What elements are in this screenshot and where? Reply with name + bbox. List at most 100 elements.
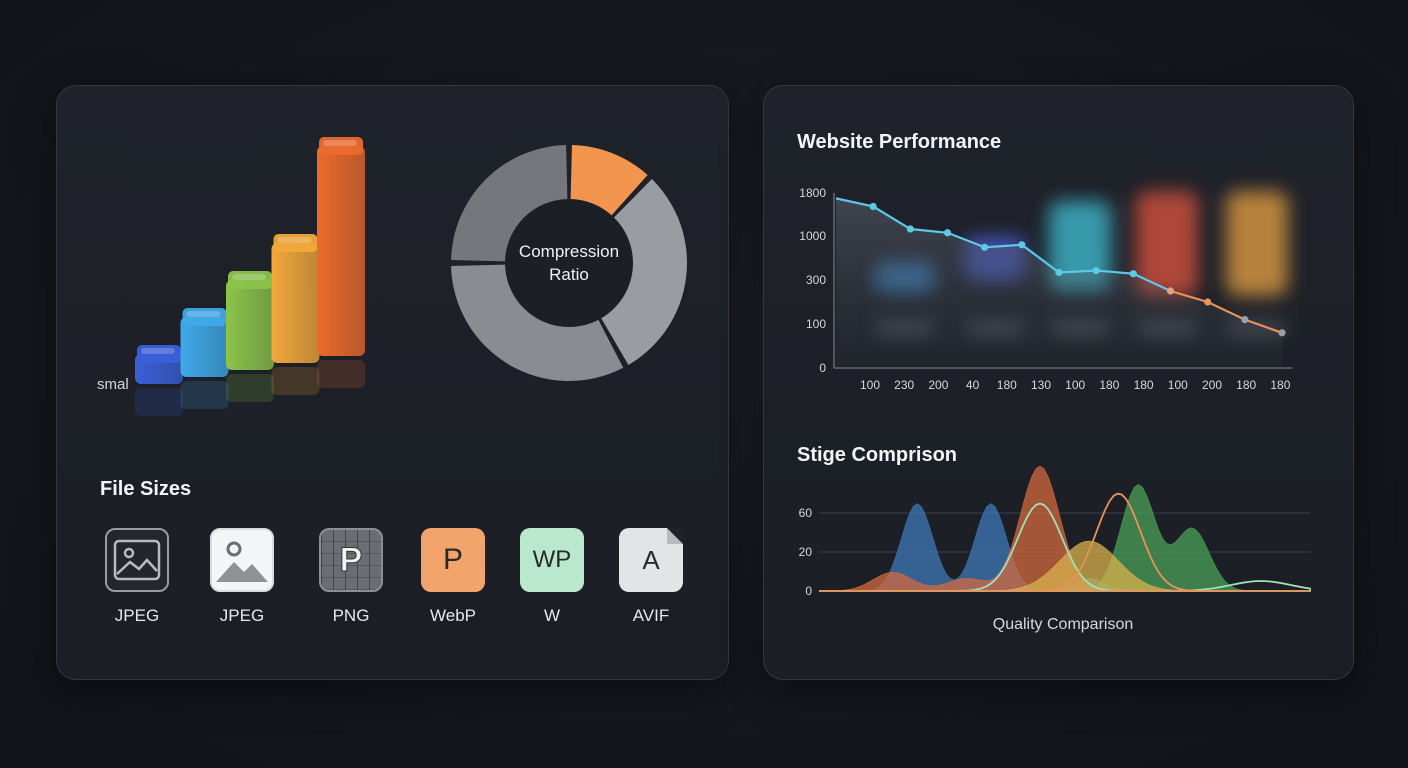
perf-point xyxy=(1166,287,1175,295)
perf-point xyxy=(1278,329,1286,337)
y-tick-label: 0 xyxy=(819,361,826,375)
webp-icon: P xyxy=(421,528,485,592)
bar-highlight xyxy=(232,274,266,280)
x-tick-label: 200 xyxy=(1202,378,1222,392)
quality-comparison-label: Quality Comparison xyxy=(993,616,1134,633)
perf-point xyxy=(1092,266,1100,275)
format-label: W xyxy=(543,606,561,625)
blurred-block xyxy=(1136,191,1198,296)
blurred-block xyxy=(1226,191,1288,296)
perf-point xyxy=(1241,316,1249,324)
3d-bar-chart xyxy=(135,137,365,416)
format-label: PNG xyxy=(332,606,370,625)
perf-point xyxy=(1204,298,1212,306)
wp-icon: WP xyxy=(520,528,584,592)
perf-point xyxy=(1055,268,1063,277)
x-tick-label: 200 xyxy=(928,378,948,392)
bar-highlight xyxy=(186,311,221,317)
donut-slice xyxy=(601,179,687,365)
file-sizes-panel: smal Compression Ratio File Sizes JPEG xyxy=(56,85,729,680)
donut-center-label: Compression Ratio xyxy=(449,143,689,383)
donut-hole xyxy=(506,200,632,326)
format-jpeg-1[interactable]: JPEG xyxy=(87,528,187,626)
x-tick-label: 100 xyxy=(1065,378,1085,392)
y-tick-label: 300 xyxy=(806,273,826,287)
bar-top xyxy=(137,345,181,363)
format-label: JPEG xyxy=(114,606,160,625)
perf-point xyxy=(906,225,914,233)
format-label: JPEG xyxy=(219,606,265,625)
bar-reflection xyxy=(135,388,183,416)
perf-line-tail xyxy=(1170,289,1283,334)
perf-point xyxy=(981,243,989,251)
png-glyph: P xyxy=(339,540,363,579)
image-frame-icon xyxy=(105,528,169,592)
bar-reflection xyxy=(271,367,320,395)
format-jpeg-2[interactable]: JPEG xyxy=(192,528,292,626)
donut-slice xyxy=(451,264,624,381)
bar-reflection xyxy=(317,360,365,388)
format-png[interactable]: P PNG xyxy=(301,528,401,626)
format-w[interactable]: WP W xyxy=(502,528,602,626)
format-avif[interactable]: A AVIF xyxy=(601,528,701,626)
x-tick-label: 180 xyxy=(997,378,1017,392)
donut-slice xyxy=(570,145,648,216)
donut-chart xyxy=(451,145,687,381)
perf-point xyxy=(1129,270,1137,278)
perf-point xyxy=(869,202,877,211)
format-list: JPEG JPEG P PNG P WebP xyxy=(87,528,717,638)
bar xyxy=(180,317,229,377)
file-sizes-title: File Sizes xyxy=(100,478,192,500)
y-tick-label: 100 xyxy=(806,317,826,331)
avif-file-icon: A xyxy=(619,528,683,592)
webp-glyph: P xyxy=(442,543,463,576)
bar xyxy=(271,243,320,363)
stage-comparison-title: Stige Comprison xyxy=(797,444,958,466)
x-tick-label: 100 xyxy=(860,378,880,392)
bar-reflection xyxy=(180,381,229,409)
small-label: smal xyxy=(97,376,129,393)
bar-highlight xyxy=(323,140,357,146)
x-tick-label: 180 xyxy=(1134,378,1154,392)
x-tick-label: 100 xyxy=(1168,378,1188,392)
bar-top xyxy=(273,234,318,252)
bar-top xyxy=(182,308,227,326)
donut-label-line2: Ratio xyxy=(549,265,589,284)
bar-top xyxy=(319,137,363,155)
stage-comparison-chart: 60 20 0 Quality Comparison xyxy=(799,465,1311,633)
wp-glyph: WP xyxy=(532,546,572,573)
x-tick-label: 180 xyxy=(1270,378,1290,392)
png-grid-icon: P xyxy=(319,528,383,592)
x-tick-label: 130 xyxy=(1031,378,1051,392)
y-tick-label: 1800 xyxy=(799,186,826,200)
x-tick-label: 180 xyxy=(1236,378,1256,392)
bar-reflection xyxy=(226,374,274,402)
website-performance-title: Website Performance xyxy=(797,131,1002,153)
perf-area xyxy=(836,198,1282,368)
avif-glyph: A xyxy=(642,544,660,575)
bar-highlight xyxy=(141,348,175,354)
donut-label-line1: Compression xyxy=(518,242,620,261)
format-label: AVIF xyxy=(632,606,670,625)
x-tick-label: 40 xyxy=(966,378,980,392)
performance-panel: Website Performance 1800 1000 300 100 0 100 23… xyxy=(763,85,1354,680)
donut-slice xyxy=(451,145,568,262)
format-webp[interactable]: P WebP xyxy=(403,528,503,626)
perf-point xyxy=(1018,241,1026,249)
area-series xyxy=(819,492,1310,592)
perf-line xyxy=(835,197,1171,292)
bar-highlight xyxy=(277,237,312,243)
y-tick-label: 0 xyxy=(805,584,812,598)
y-tick-label: 1000 xyxy=(799,229,826,243)
format-label: WebP xyxy=(430,606,476,625)
y-tick-label: 20 xyxy=(799,545,813,559)
x-tick-label: 180 xyxy=(1099,378,1119,392)
y-tick-label: 60 xyxy=(799,506,813,520)
x-tick-label: 230 xyxy=(894,378,914,392)
bar xyxy=(226,280,274,370)
compression-ratio-donut: Compression Ratio xyxy=(449,143,689,383)
perf-point xyxy=(943,229,952,237)
bar xyxy=(317,146,365,356)
bar-top xyxy=(228,271,272,289)
